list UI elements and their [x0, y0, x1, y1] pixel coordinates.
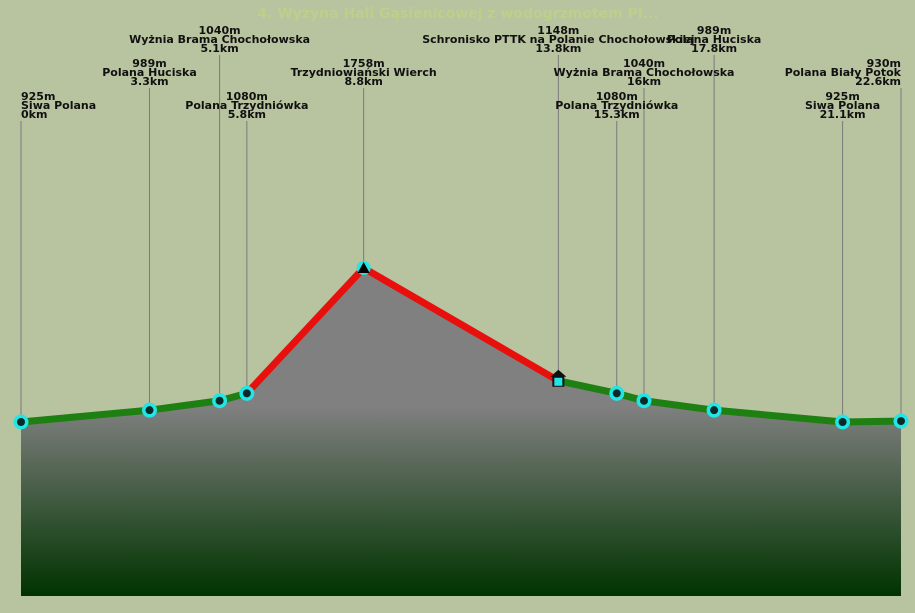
distance-label: 0km — [21, 108, 47, 121]
hut-window — [554, 377, 563, 386]
waypoint-marker-core — [612, 389, 621, 398]
distance-label: 17.8km — [691, 42, 737, 55]
elevation-label: 1758m — [343, 57, 385, 70]
distance-label: 13.8km — [535, 42, 581, 55]
waypoint-marker-core — [215, 396, 224, 405]
waypoint-name-label: Siwa Polana — [21, 99, 96, 112]
elevation-label: 1080m — [596, 90, 638, 103]
waypoint-name-label: Polana Huciska — [667, 33, 762, 46]
waypoint-marker-core — [17, 418, 25, 426]
distance-label: 3.3km — [130, 75, 168, 88]
waypoint-name-label: Polana Trzydniówka — [185, 99, 308, 112]
waypoint-marker-core — [242, 389, 251, 398]
waypoint-name-label: Schronisko PTTK na Polanie Chochołowskie… — [422, 33, 694, 46]
elevation-area — [21, 268, 901, 596]
waypoint-marker-core — [838, 418, 847, 426]
distance-label: 16km — [627, 75, 661, 88]
hut-roof-icon — [550, 369, 567, 377]
waypoint-marker-core — [640, 396, 649, 405]
waypoint-marker-core — [145, 406, 154, 415]
waypoint-name-label: Wyżnia Brama Chochołowska — [129, 33, 310, 46]
route-segment — [17, 389, 251, 426]
elevation-label: 925m — [825, 90, 859, 103]
chart-title: 4. Wyżyna Hali Gąsienicowej z wodogrzmot… — [257, 6, 658, 22]
waypoint-name-label: Trzydniowiański Wierch — [291, 66, 437, 79]
distance-label: 21.1km — [820, 108, 866, 121]
elevation-label: 1080m — [226, 90, 268, 103]
route-segment — [554, 377, 905, 426]
waypoint-name-label: Wyżnia Brama Chochołowska — [554, 66, 735, 79]
distance-label: 8.8km — [345, 75, 383, 88]
peak-icon — [357, 262, 370, 273]
elevation-label: 989m — [697, 24, 731, 37]
distance-label: 15.3km — [594, 108, 640, 121]
waypoint-name-label: Siwa Polana — [805, 99, 880, 112]
waypoint-marker-core — [710, 406, 719, 415]
elevation-label: 1040m — [199, 24, 241, 37]
waypoint-markers — [13, 261, 909, 430]
waypoint-guide-lines — [20, 55, 902, 422]
waypoint-name-label: Polana Huciska — [102, 66, 197, 79]
waypoint-marker-core — [897, 417, 905, 426]
elevation-label: 1148m — [537, 24, 579, 37]
elevation-label: 925m — [21, 90, 55, 103]
distance-label: 22.6km — [855, 75, 901, 88]
waypoint-name-label: Polana Biały Potok — [785, 66, 902, 79]
distance-label: 5.8km — [228, 108, 266, 121]
waypoint-name-label: Polana Trzydniówka — [555, 99, 678, 112]
elevation-label: 1040m — [623, 57, 665, 70]
elevation-label: 930m — [867, 57, 901, 70]
distance-label: 5.1km — [200, 42, 238, 55]
elevation-label: 989m — [132, 57, 166, 70]
